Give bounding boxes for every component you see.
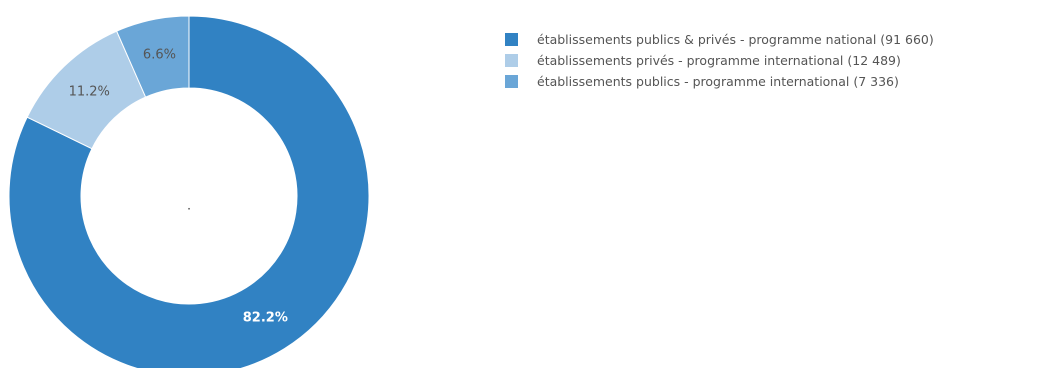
legend-item-3[interactable]: établissements publics - programme inter… [505,71,934,92]
donut-slice-1[interactable] [8,15,370,368]
donut-slices [8,15,370,368]
legend-label-3: établissements publics - programme inter… [537,74,899,89]
chart-legend: établissements publics & privés - progra… [505,29,934,92]
donut-center-label: . [187,199,191,213]
donut-slice-3[interactable] [116,15,190,98]
legend-label-2: établissements privés - programme intern… [537,53,901,68]
legend-swatch-2 [505,54,518,67]
donut-slice-labels: 82.2% 11.2% 6.6% [69,48,288,326]
legend-swatch-3 [505,75,518,88]
donut-slice-label-3: 6.6% [143,48,176,63]
legend-swatch-1 [505,33,518,46]
legend-item-1[interactable]: établissements publics & privés - progra… [505,29,934,50]
donut-slice-label-2: 11.2% [69,85,110,100]
legend-label-1: établissements publics & privés - progra… [537,32,934,47]
legend-item-2[interactable]: établissements privés - programme intern… [505,50,934,71]
donut-slice-label-1: 82.2% [243,311,288,326]
